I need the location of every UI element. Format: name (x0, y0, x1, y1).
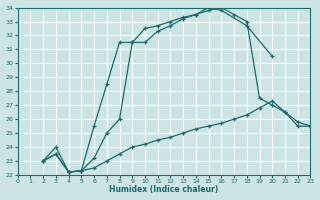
X-axis label: Humidex (Indice chaleur): Humidex (Indice chaleur) (109, 185, 219, 194)
